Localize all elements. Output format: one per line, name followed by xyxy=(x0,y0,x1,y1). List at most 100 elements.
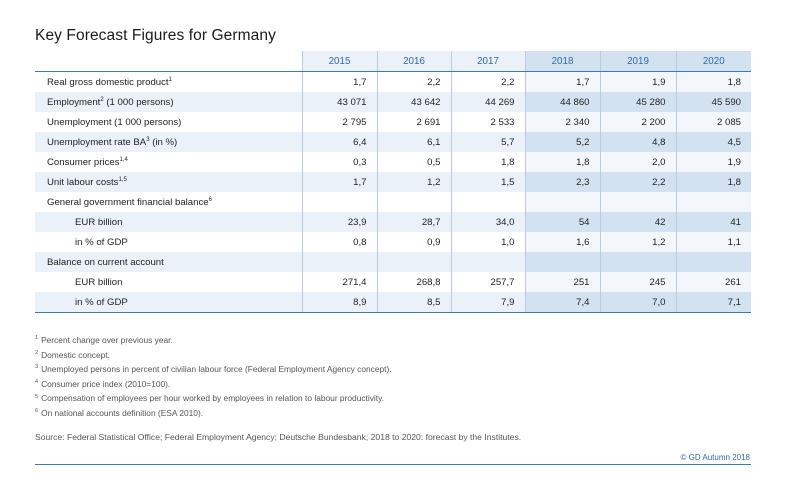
row-label-cell: in % of GDP xyxy=(35,232,302,252)
value-cell: 257,7 xyxy=(450,272,525,292)
footnote: 2 Domestic concept. xyxy=(35,348,392,363)
row-label-cell: Unit labour costs1,5 xyxy=(35,172,302,192)
table-row: Unemployment rate BA3 (in %) 6,4 6,1 5,7 5,2… xyxy=(35,132,751,152)
value-cell: 1,8 xyxy=(524,152,600,172)
header-corner xyxy=(35,51,302,72)
table-row: Balance on current account xyxy=(35,252,751,272)
footnote-ref: 1,4 xyxy=(119,156,128,163)
value-cell: 2,3 xyxy=(524,172,600,192)
value-cell: 1,8 xyxy=(450,152,525,172)
value-cell: 1,0 xyxy=(450,232,525,252)
row-label: Unit labour costs xyxy=(47,176,119,188)
value-cell: 34,0 xyxy=(450,212,525,232)
table-row: in % of GDP 0,8 0,9 1,0 1,6 1,2 1,1 xyxy=(35,232,751,252)
footnote-number: 6 xyxy=(35,408,39,415)
value-cell: 4,8 xyxy=(599,132,676,152)
value-cell xyxy=(524,252,600,272)
table-row: Real gross domestic product1 1,7 2,2 2,2 1,7… xyxy=(35,71,751,93)
row-label: Real gross domestic product xyxy=(47,76,169,88)
value-cell: 23,9 xyxy=(301,212,377,232)
table-row: Consumer prices1,4 0,3 0,5 1,8 1,8 2,0 1,9 xyxy=(35,152,751,172)
row-label-cell: General government financial balance6 xyxy=(35,192,302,212)
value-cell: 1,6 xyxy=(524,232,600,252)
value-cell: 0,3 xyxy=(301,152,377,172)
value-cell: 2 085 xyxy=(675,112,751,132)
value-cell: 1,7 xyxy=(301,172,377,192)
value-cell: 1,2 xyxy=(599,232,676,252)
row-label-cell: Unemployment rate BA3 (in %) xyxy=(35,132,302,152)
footnote-ref: 1,5 xyxy=(118,176,127,183)
value-cell: 261 xyxy=(675,272,751,292)
row-label-cell: Balance on current account xyxy=(35,252,302,272)
value-cell: 41 xyxy=(675,212,751,232)
value-cell xyxy=(301,192,377,212)
year-header-forecast: 2020 xyxy=(675,51,751,72)
value-cell: 245 xyxy=(599,272,676,292)
value-cell: 5,2 xyxy=(524,132,600,152)
table-row: in % of GDP 8,9 8,5 7,9 7,4 7,0 7,1 xyxy=(35,292,751,313)
footnote-text: On national accounts definition (ESA 201… xyxy=(41,407,204,418)
row-label: General government financial balance xyxy=(47,196,209,208)
value-cell xyxy=(675,192,751,212)
value-cell: 44 860 xyxy=(524,92,600,112)
row-label-suffix: (in %) xyxy=(149,136,178,148)
row-label-cell: EUR billion xyxy=(35,212,302,232)
row-label: in % of GDP xyxy=(75,296,128,308)
value-cell: 7,0 xyxy=(599,292,676,313)
footnote: 6 On national accounts definition (ESA 20… xyxy=(35,406,392,421)
source-note: Source: Federal Statistical Office; Fede… xyxy=(35,432,522,442)
footnote-ref: 6 xyxy=(208,196,212,203)
value-cell: 6,4 xyxy=(301,132,377,152)
value-cell: 7,1 xyxy=(675,292,751,313)
value-cell: 1,1 xyxy=(675,232,751,252)
year-header: 2016 xyxy=(376,51,451,72)
table-row: EUR billion 271,4 268,8 257,7 251 245 261 xyxy=(35,272,751,292)
value-cell: 0,9 xyxy=(376,232,451,252)
row-label-suffix: (1 000 persons) xyxy=(103,96,174,108)
bottom-rule xyxy=(35,464,751,465)
row-label-cell: in % of GDP xyxy=(35,292,302,313)
row-label-cell: Real gross domestic product1 xyxy=(35,72,302,93)
value-cell: 1,7 xyxy=(301,71,377,92)
footnote-text: Compensation of employees per hour worke… xyxy=(41,393,384,404)
value-cell: 1,8 xyxy=(675,172,751,192)
footnote-text: Percent change over previous year. xyxy=(41,335,173,345)
row-label-cell: Consumer prices1,4 xyxy=(35,152,302,172)
value-cell xyxy=(301,252,377,272)
footnote-number: 5 xyxy=(35,393,39,400)
row-label: Balance on current account xyxy=(47,256,164,268)
footnote-ref: 3 xyxy=(146,136,150,143)
value-cell: 2,2 xyxy=(450,71,525,92)
value-cell: 2,0 xyxy=(599,152,676,172)
row-label-cell: Unemployment (1 000 persons) xyxy=(35,112,302,132)
value-cell: 4,5 xyxy=(675,132,751,152)
copyright: © GD Autumn 2018 xyxy=(680,453,751,462)
value-cell: 0,5 xyxy=(376,152,451,172)
value-cell: 45 280 xyxy=(599,92,676,112)
value-cell: 45 590 xyxy=(675,92,751,112)
footnote: 1 Percent change over previous year. xyxy=(35,333,392,348)
footnote-number: 1 xyxy=(35,335,39,342)
header-row: 2015 2016 2017 2018 2019 2020 xyxy=(35,51,751,72)
value-cell: 54 xyxy=(524,212,600,232)
row-label: Unemployment (1 000 persons) xyxy=(47,116,182,128)
value-cell: 42 xyxy=(599,212,676,232)
table-row: General government financial balance6 xyxy=(35,192,751,212)
row-label: EUR billion xyxy=(75,216,123,228)
value-cell: 6,1 xyxy=(376,132,451,152)
table-row: Unemployment (1 000 persons) 2 795 2 691 2 … xyxy=(35,112,751,132)
footnote-number: 2 xyxy=(35,349,39,356)
footnote-text: Domestic concept. xyxy=(41,349,110,360)
value-cell xyxy=(450,192,525,212)
year-header-forecast: 2019 xyxy=(599,51,676,72)
value-cell: 2 691 xyxy=(376,112,451,132)
value-cell: 28,7 xyxy=(376,212,451,232)
value-cell: 2 340 xyxy=(524,112,600,132)
value-cell xyxy=(376,192,451,212)
value-cell: 2 795 xyxy=(301,112,377,132)
value-cell: 1,9 xyxy=(599,71,676,92)
row-label-cell: EUR billion xyxy=(35,272,302,292)
footnote-number: 3 xyxy=(35,364,39,371)
footnote: 3 Unemployed persons in percent of civili… xyxy=(35,362,392,377)
value-cell: 1,9 xyxy=(675,152,751,172)
